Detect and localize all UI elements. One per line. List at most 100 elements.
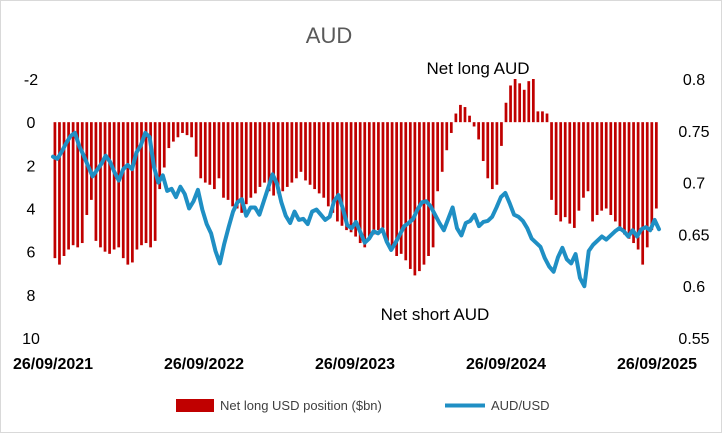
bar: [76, 122, 80, 248]
bar: [595, 122, 599, 215]
bar: [71, 122, 75, 246]
bar: [158, 122, 162, 190]
x-tick-label: 26/09/2022: [164, 356, 244, 373]
bar: [536, 111, 540, 123]
bar: [354, 122, 357, 237]
bar: [267, 122, 271, 192]
bar: [500, 122, 503, 146]
bar-series: [53, 79, 658, 276]
x-axis-ticks: 26/09/2021 26/09/2022 26/09/2023 26/09/2024…: [13, 356, 697, 373]
bar: [386, 122, 389, 241]
bar: [518, 83, 522, 123]
bar: [108, 122, 111, 254]
bar: [459, 104, 462, 123]
bar: [449, 122, 453, 133]
bar: [231, 122, 234, 207]
bar: [208, 122, 212, 185]
bar: [67, 122, 70, 250]
bar: [431, 122, 435, 248]
bar: [131, 122, 134, 263]
bar: [194, 122, 198, 157]
bar: [167, 122, 171, 149]
bar: [632, 122, 635, 244]
bar: [149, 122, 152, 248]
bar: [345, 122, 348, 231]
bar: [636, 122, 640, 250]
bar: [272, 122, 275, 196]
bar: [112, 122, 116, 250]
legend-label-bar: Net long USD position ($bn): [220, 398, 382, 413]
bar: [650, 122, 654, 231]
left-tick-label: 8: [27, 288, 36, 305]
x-tick-label: 26/09/2025: [617, 356, 697, 373]
bar: [80, 122, 84, 244]
bar: [554, 122, 558, 215]
bar: [454, 113, 458, 123]
bar: [121, 122, 125, 259]
bar: [254, 122, 257, 194]
bar: [568, 122, 572, 224]
bar: [331, 122, 335, 213]
bar: [363, 122, 367, 248]
bar: [445, 122, 449, 151]
aud-usd-line: [51, 130, 661, 289]
bar: [126, 122, 130, 265]
bar: [140, 122, 143, 246]
bar: [281, 122, 285, 192]
bar: [527, 81, 531, 123]
bar: [427, 122, 430, 256]
bar: [404, 122, 408, 261]
bar: [290, 122, 294, 183]
bar: [317, 122, 321, 194]
bar: [117, 122, 121, 248]
bar: [654, 122, 658, 209]
bar: [295, 122, 298, 179]
bar: [645, 122, 649, 248]
bar: [641, 122, 645, 265]
bar: [244, 122, 248, 205]
right-tick-label: 0.75: [678, 124, 709, 141]
bar: [313, 122, 316, 190]
bar: [399, 122, 403, 254]
left-tick-label: -2: [24, 72, 38, 89]
bar: [513, 79, 517, 123]
bar: [358, 122, 362, 244]
legend-swatch-bar: [176, 399, 214, 412]
bar: [153, 122, 157, 241]
legend: Net long USD position ($bn) AUD/USD: [176, 398, 550, 413]
bar: [85, 122, 89, 215]
bar: [53, 122, 57, 259]
bar: [604, 122, 608, 209]
x-tick-label: 26/09/2021: [13, 356, 93, 373]
bar: [545, 113, 549, 123]
bar: [199, 122, 203, 179]
right-tick-label: 0.7: [683, 176, 705, 193]
bar: [135, 122, 139, 250]
bar: [349, 122, 353, 233]
bar: [172, 122, 175, 142]
bar: [468, 115, 471, 123]
bar: [572, 122, 576, 228]
bar: [531, 79, 535, 123]
bar: [395, 122, 399, 256]
left-tick-label: 10: [22, 331, 40, 348]
bar: [263, 122, 266, 183]
right-tick-label: 0.8: [683, 72, 705, 89]
bar: [213, 122, 216, 190]
bar: [203, 122, 207, 183]
bar: [90, 122, 93, 200]
bar: [322, 122, 326, 198]
left-tick-label: 2: [27, 158, 36, 175]
bar: [422, 122, 426, 265]
bar: [627, 122, 631, 239]
bar: [559, 122, 563, 222]
bar: [495, 122, 499, 185]
bar: [240, 122, 244, 213]
bar: [249, 122, 253, 198]
bar: [226, 122, 230, 200]
bar: [390, 122, 394, 250]
bar: [463, 107, 467, 123]
right-tick-label: 0.65: [678, 227, 709, 244]
bar: [185, 122, 189, 136]
chart-title: AUD: [306, 23, 352, 48]
